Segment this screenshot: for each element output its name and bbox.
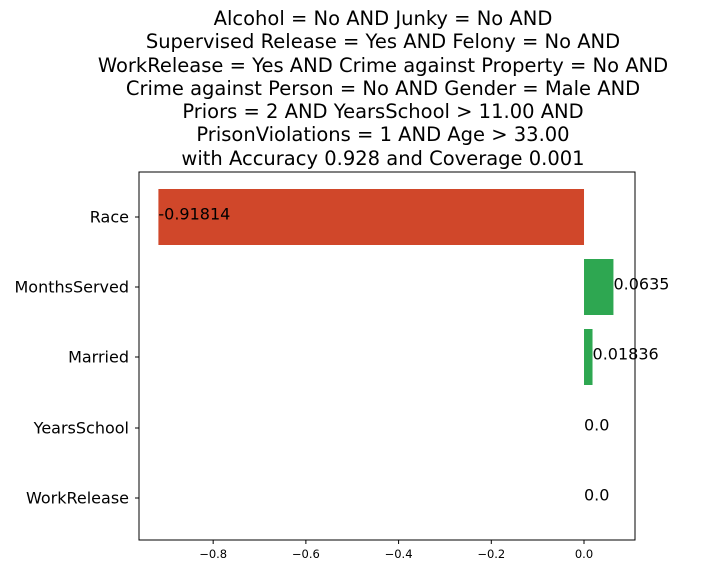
y-tick-label: Race xyxy=(90,208,129,227)
chart-title-line: Priors = 2 AND YearsSchool > 11.00 AND xyxy=(182,100,584,124)
value-label: 0.0 xyxy=(584,486,609,505)
chart-title-line: with Accuracy 0.928 and Coverage 0.001 xyxy=(181,146,585,170)
y-tick-label: WorkRelease xyxy=(26,489,129,508)
x-tick-label: −0.6 xyxy=(292,547,320,561)
x-tick-label: −0.8 xyxy=(199,547,227,561)
x-tick-label: −0.4 xyxy=(385,547,413,561)
x-tick-label: −0.2 xyxy=(477,547,505,561)
chart-title-line: Alcohol = No AND Junky = No AND xyxy=(213,7,553,30)
y-tick-label: Married xyxy=(68,348,129,367)
value-label: 0.0 xyxy=(584,416,609,435)
chart-title-line: WorkRelease = Yes AND Crime against Prop… xyxy=(97,53,669,77)
value-label: 0.0635 xyxy=(613,275,669,294)
bar-race xyxy=(158,189,585,245)
x-tick-label: 0.0 xyxy=(575,547,593,561)
bar-married xyxy=(584,329,593,385)
chart-title: Alcohol = No AND Junky = No AND Supervise… xyxy=(0,7,705,170)
chart-title-line: Supervised Release = Yes AND Felony = No… xyxy=(145,30,621,54)
y-tick-label: YearsSchool xyxy=(33,419,129,438)
bar-monthsserved xyxy=(584,259,614,315)
y-tick-label: MonthsServed xyxy=(14,278,129,297)
chart-title-line: Crime against Person = No AND Gender = M… xyxy=(125,76,641,100)
chart-title-line: PrisonViolations = 1 AND Age > 33.00 xyxy=(196,123,570,147)
value-label: 0.01836 xyxy=(593,345,659,364)
plot-frame xyxy=(138,171,636,541)
value-label: -0.91814 xyxy=(158,205,230,224)
